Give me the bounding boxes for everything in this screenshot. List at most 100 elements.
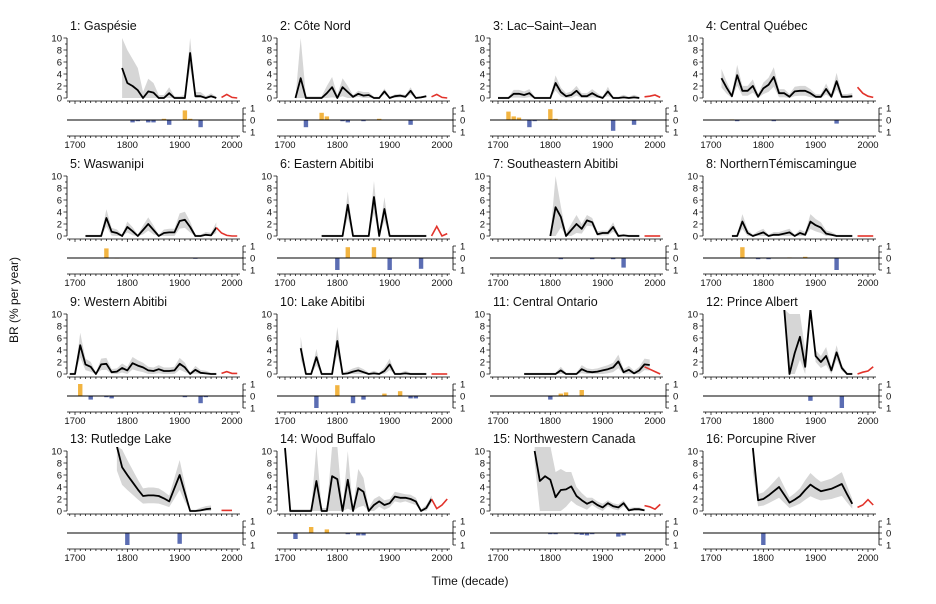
y-tick-label: 2 <box>57 81 62 92</box>
y-tick-label: 6 <box>480 57 485 68</box>
y-tick-label: 0 <box>57 231 62 242</box>
recent-series-line <box>430 498 448 510</box>
y-tick-label: 10 <box>261 446 272 457</box>
y-tick-label: 10 <box>51 309 62 320</box>
x-tick-label: 1900 <box>379 278 400 289</box>
recent-series-line <box>644 366 661 375</box>
bar-tick-label: 1 <box>250 265 255 276</box>
panel-4: 4: Central Québec 0 2 4 6 8 10 1700 1800 1900 2000… <box>636 10 891 151</box>
negative-bar <box>88 396 93 400</box>
negative-bar <box>761 533 766 545</box>
x-tick-label: 1900 <box>379 416 400 427</box>
panel-6: 6: Eastern Abitibi 0 2 4 6 8 10 1700 1800 1900 200… <box>210 148 465 289</box>
panel-title: 4: Central Québec <box>706 19 807 33</box>
negative-bar <box>766 258 771 260</box>
bar-tick-label: 1 <box>250 103 255 114</box>
panel-12: 12: Prince Albert 0 2 4 6 8 10 1700 1800 1900 2000… <box>636 286 891 427</box>
panel-title: 3: Lac–Saint–Jean <box>493 19 597 33</box>
x-tick-label: 1700 <box>274 278 295 289</box>
positive-bar <box>553 118 558 120</box>
recent-series-line <box>857 498 874 509</box>
y-tick-label: 10 <box>261 309 272 320</box>
bar-tick-label: 1 <box>460 403 465 414</box>
bar-tick-label: 0 <box>460 391 465 402</box>
br-series-line <box>85 217 218 237</box>
y-tick-label: 10 <box>474 309 485 320</box>
plot-area <box>69 332 238 375</box>
x-tick-label: 1900 <box>805 416 826 427</box>
bar-tick-label: 1 <box>673 403 678 414</box>
panel-title: 10: Lake Abitibi <box>280 295 365 309</box>
recent-series-line <box>856 86 874 99</box>
negative-bar <box>198 120 203 128</box>
y-tick-label: 6 <box>267 57 272 68</box>
x-tick-label: 1900 <box>592 416 613 427</box>
panel-title: 6: Eastern Abitibi <box>280 157 374 171</box>
positive-bar <box>802 256 808 258</box>
x-tick-label: 1700 <box>700 553 721 564</box>
y-tick-label: 10 <box>474 33 485 44</box>
panel-1: 1: Gaspésie 0 2 4 6 8 10 1700 1800 1900 2000 1 0 1 <box>0 10 255 151</box>
recent-series-line <box>431 93 448 99</box>
bar-tick-label: 1 <box>673 103 678 114</box>
bar-tick-label: 0 <box>886 115 891 126</box>
negative-bar <box>589 533 595 535</box>
y-tick-label: 4 <box>693 345 698 356</box>
x-tick-label: 1900 <box>592 278 613 289</box>
bar-tick-label: 1 <box>460 265 465 276</box>
x-tick-label: 1700 <box>274 140 295 151</box>
x-tick-label: 2000 <box>857 416 878 427</box>
y-tick-label: 0 <box>57 93 62 104</box>
negative-bar <box>203 396 209 398</box>
plot-area <box>533 447 661 512</box>
y-tick-label: 8 <box>267 183 272 194</box>
x-tick-label: 1900 <box>805 278 826 289</box>
y-tick-label: 2 <box>267 494 272 505</box>
positive-bar <box>579 390 584 396</box>
recent-series-line <box>221 93 238 99</box>
x-tick-label: 2000 <box>857 140 878 151</box>
panel-title: 14: Wood Buffalo <box>280 432 375 446</box>
br-series-line <box>498 82 640 99</box>
x-tick-label: 2000 <box>431 553 452 564</box>
x-tick-label: 2000 <box>431 278 452 289</box>
bar-tick-label: 0 <box>886 391 891 402</box>
recent-series-line <box>644 503 661 511</box>
y-tick-label: 6 <box>480 195 485 206</box>
x-tick-label: 1800 <box>327 416 348 427</box>
confidence-band <box>550 176 640 236</box>
x-tick-label: 1700 <box>274 553 295 564</box>
y-tick-label: 4 <box>57 345 62 356</box>
panel-title: 9: Western Abitibi <box>70 295 167 309</box>
positive-bar <box>324 116 330 120</box>
y-tick-label: 4 <box>480 345 485 356</box>
negative-bar <box>314 396 319 408</box>
y-tick-label: 2 <box>267 81 272 92</box>
y-tick-label: 8 <box>693 183 698 194</box>
y-tick-label: 10 <box>51 171 62 182</box>
negative-bar <box>631 120 637 125</box>
positive-bar <box>371 247 377 258</box>
y-tick-label: 10 <box>687 171 698 182</box>
negative-bar <box>361 396 366 400</box>
y-tick-label: 2 <box>57 357 62 368</box>
y-tick-label: 8 <box>480 321 485 332</box>
x-tick-label: 2000 <box>857 553 878 564</box>
y-tick-label: 4 <box>480 69 485 80</box>
negative-bar <box>130 120 135 123</box>
y-tick-label: 8 <box>57 45 62 56</box>
y-tick-label: 8 <box>267 321 272 332</box>
y-tick-label: 6 <box>267 470 272 481</box>
y-tick-label: 6 <box>57 195 62 206</box>
bar-tick-label: 1 <box>250 403 255 414</box>
bar-tick-label: 0 <box>886 528 891 539</box>
plot-area <box>524 354 661 375</box>
x-axis-label: Time (decade) <box>431 574 509 588</box>
bar-tick-label: 1 <box>250 516 255 527</box>
br-series-line <box>116 447 212 512</box>
